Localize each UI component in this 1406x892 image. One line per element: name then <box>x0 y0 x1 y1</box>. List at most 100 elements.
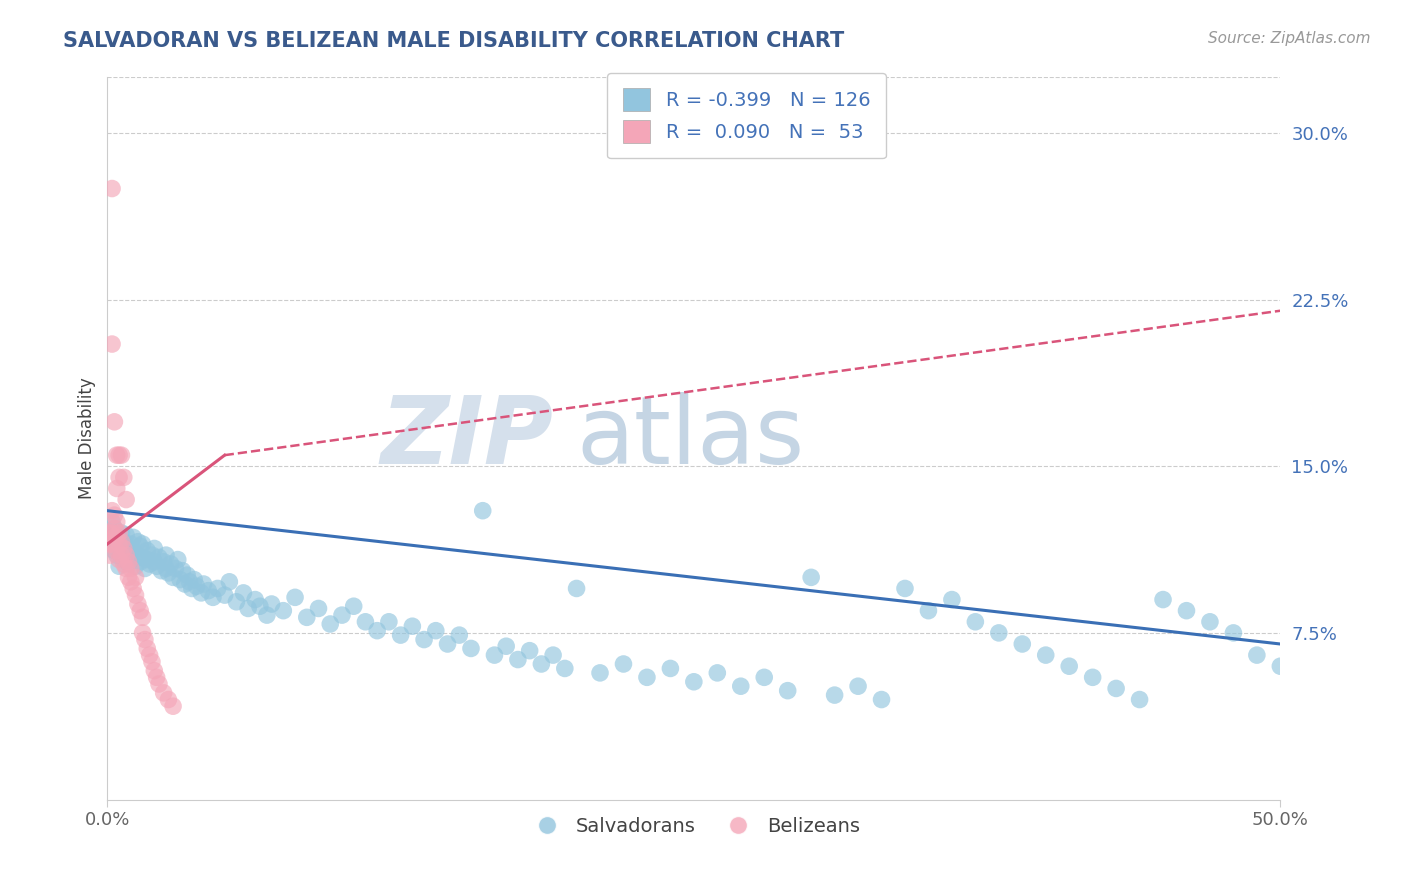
Point <box>378 615 401 629</box>
Point <box>484 648 506 662</box>
Point <box>157 692 180 706</box>
Point <box>150 564 173 578</box>
Point <box>941 592 963 607</box>
Point <box>256 608 278 623</box>
Point <box>129 539 152 553</box>
Point <box>1199 615 1222 629</box>
Point <box>471 504 494 518</box>
Point <box>110 534 132 549</box>
Point <box>143 541 166 556</box>
Point <box>134 561 156 575</box>
Point <box>138 648 160 662</box>
Point <box>894 582 917 596</box>
Point <box>134 632 156 647</box>
Point <box>117 541 139 556</box>
Point <box>1035 648 1057 662</box>
Point <box>145 670 167 684</box>
Point <box>197 583 219 598</box>
Point <box>201 591 224 605</box>
Point <box>730 679 752 693</box>
Point <box>354 615 377 629</box>
Point <box>1011 637 1033 651</box>
Point <box>1057 659 1080 673</box>
Point <box>682 674 704 689</box>
Point <box>366 624 388 638</box>
Point <box>706 665 728 680</box>
Point <box>98 548 121 562</box>
Point <box>108 448 131 462</box>
Point <box>554 661 576 675</box>
Point <box>180 582 202 596</box>
Point <box>541 648 564 662</box>
Point <box>120 561 142 575</box>
Point <box>101 530 124 544</box>
Point <box>449 628 471 642</box>
Point <box>183 573 205 587</box>
Point <box>131 550 153 565</box>
Point <box>308 601 330 615</box>
Point <box>1222 626 1244 640</box>
Point <box>129 604 152 618</box>
Point <box>159 557 181 571</box>
Point <box>495 639 517 653</box>
Point <box>105 482 128 496</box>
Point <box>846 679 869 693</box>
Point <box>460 641 482 656</box>
Point <box>218 574 240 589</box>
Point <box>131 537 153 551</box>
Point <box>127 548 149 562</box>
Point <box>193 577 215 591</box>
Point <box>1081 670 1104 684</box>
Point <box>120 552 142 566</box>
Point <box>103 521 125 535</box>
Point <box>1129 692 1152 706</box>
Point <box>120 537 142 551</box>
Point <box>124 588 146 602</box>
Point <box>112 470 135 484</box>
Point <box>108 552 131 566</box>
Text: Source: ZipAtlas.com: Source: ZipAtlas.com <box>1208 31 1371 46</box>
Point <box>389 628 412 642</box>
Point <box>401 619 423 633</box>
Point <box>824 688 846 702</box>
Point <box>636 670 658 684</box>
Point <box>214 588 236 602</box>
Point <box>165 561 187 575</box>
Point <box>190 586 212 600</box>
Point <box>122 543 145 558</box>
Point <box>115 492 138 507</box>
Point <box>103 521 125 535</box>
Point <box>115 548 138 562</box>
Point <box>124 559 146 574</box>
Point <box>343 599 366 614</box>
Point <box>143 664 166 678</box>
Point <box>136 641 159 656</box>
Point <box>295 610 318 624</box>
Point <box>1152 592 1174 607</box>
Point <box>155 561 177 575</box>
Point <box>136 543 159 558</box>
Point <box>965 615 987 629</box>
Point <box>319 617 342 632</box>
Point <box>1105 681 1128 696</box>
Point <box>101 537 124 551</box>
Point <box>101 181 124 195</box>
Point <box>145 559 167 574</box>
Point <box>136 552 159 566</box>
Point <box>103 415 125 429</box>
Point <box>117 570 139 584</box>
Point <box>506 652 529 666</box>
Point <box>166 552 188 566</box>
Point <box>917 604 939 618</box>
Point <box>236 601 259 615</box>
Point <box>519 643 541 657</box>
Point <box>105 543 128 558</box>
Point <box>112 534 135 549</box>
Point <box>122 582 145 596</box>
Point <box>436 637 458 651</box>
Point <box>110 448 132 462</box>
Point <box>565 582 588 596</box>
Point <box>105 537 128 551</box>
Point <box>105 448 128 462</box>
Point <box>659 661 682 675</box>
